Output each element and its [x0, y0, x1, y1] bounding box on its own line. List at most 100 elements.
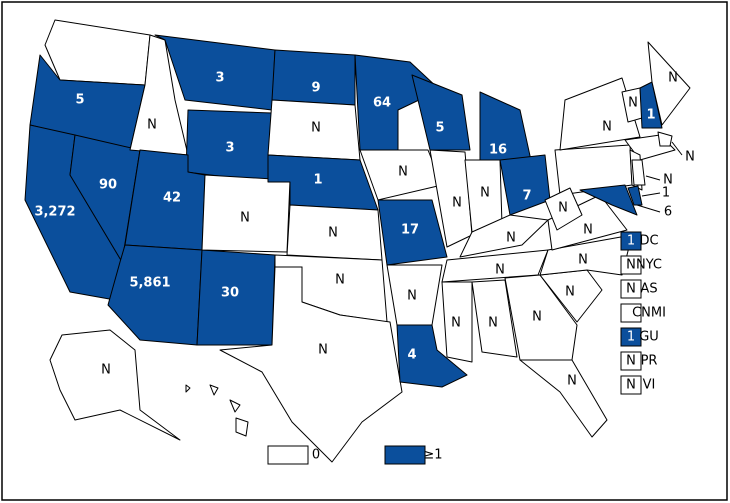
state	[579, 184, 638, 216]
territory-box	[620, 255, 642, 275]
territory-name: PR	[641, 354, 658, 369]
island	[185, 384, 191, 393]
territory-value: N	[626, 282, 636, 297]
state-label: N	[668, 71, 678, 86]
legend-label: ≥1	[423, 448, 442, 463]
state	[504, 274, 578, 361]
state-label: N	[663, 173, 673, 188]
state-label: N	[583, 223, 593, 238]
territory-value: N	[626, 258, 636, 273]
state-label: N	[628, 96, 638, 111]
leader-line	[641, 192, 661, 197]
state-label: N	[452, 196, 462, 211]
leader-line	[645, 175, 661, 181]
territory-box	[620, 303, 642, 323]
state-label: 1	[662, 186, 670, 201]
state-label: 42	[163, 191, 181, 206]
state-label: N	[480, 186, 490, 201]
territory-name: AS	[640, 282, 657, 297]
state-label: N	[558, 201, 568, 216]
territory-value: N	[626, 378, 636, 393]
state	[647, 41, 691, 126]
state-label: N	[101, 363, 111, 378]
state-label: 16	[489, 143, 507, 158]
territory-value: 1	[627, 330, 635, 345]
legend-label: 0	[312, 448, 320, 463]
state	[154, 34, 276, 111]
territory-box	[620, 279, 642, 299]
territory-name: VI	[643, 378, 656, 393]
state-label: N	[311, 121, 321, 136]
state	[519, 359, 608, 438]
leader-line	[636, 204, 661, 213]
territory-value: 1	[627, 234, 635, 249]
state	[559, 77, 641, 151]
state-label: 3	[215, 71, 224, 86]
state	[539, 234, 633, 276]
state-label: N	[318, 343, 328, 358]
state-label: N	[147, 118, 157, 133]
territory-name: CNMI	[632, 306, 666, 321]
state-label: 6	[664, 205, 672, 220]
state	[547, 194, 628, 251]
island	[209, 384, 219, 396]
state-label: N	[578, 253, 588, 268]
state-label: 9	[311, 81, 320, 96]
state-label: 90	[99, 178, 117, 193]
territory-name: GU	[639, 330, 659, 345]
territory-value: N	[626, 354, 636, 369]
island	[229, 399, 241, 413]
state-label: N	[398, 165, 408, 180]
state	[49, 329, 181, 441]
state-label: 3,272	[34, 205, 75, 220]
state-label: 5	[435, 121, 444, 136]
state-label: N	[495, 263, 505, 278]
state	[657, 131, 673, 147]
territory-box	[620, 231, 642, 251]
state	[627, 185, 643, 206]
state	[639, 81, 663, 129]
state	[441, 281, 473, 363]
territory-box	[620, 327, 642, 347]
territory-box	[620, 375, 642, 395]
state-label: N	[602, 120, 612, 135]
state-label: 7	[522, 189, 531, 204]
state-label: N	[506, 231, 516, 246]
state-label: 5	[75, 93, 84, 108]
state-label: N	[451, 316, 461, 331]
state-label: N	[488, 316, 498, 331]
state-label: N	[532, 310, 542, 325]
state-label: N	[407, 289, 417, 304]
legend: 0 ≥1	[267, 445, 443, 465]
leader-line	[671, 141, 683, 156]
state	[459, 214, 549, 258]
island	[235, 417, 249, 437]
state-label: 30	[221, 286, 239, 301]
state	[544, 187, 583, 231]
state	[377, 199, 448, 266]
state	[411, 74, 471, 151]
state	[219, 266, 403, 463]
state-label: 64	[373, 96, 391, 111]
state-label: 5,861	[129, 276, 170, 291]
state-label: 1	[313, 173, 322, 188]
state-label: 4	[407, 348, 416, 363]
legend-swatch	[384, 445, 426, 465]
state-label: N	[685, 150, 695, 165]
state-label: 17	[401, 223, 419, 238]
state	[471, 279, 518, 358]
territory-name: NYC	[636, 258, 662, 273]
state-label: N	[335, 273, 345, 288]
state-label: N	[567, 374, 577, 389]
state-label: 1	[646, 108, 655, 123]
territory-box	[620, 351, 642, 371]
state	[396, 324, 468, 388]
state	[271, 49, 356, 106]
legend-swatch	[267, 445, 309, 465]
state-label: N	[240, 211, 250, 226]
state-label: N	[328, 226, 338, 241]
state-label: 3	[225, 141, 234, 156]
